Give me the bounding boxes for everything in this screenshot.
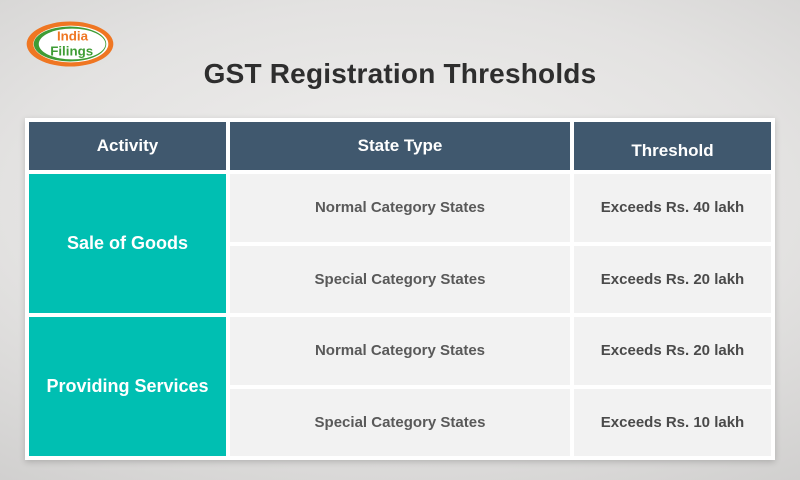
page-title: GST Registration Thresholds	[203, 58, 597, 89]
gst-thresholds-table: Activity State Type Threshold Sale of Go…	[25, 118, 775, 460]
activity-cell-providing-services: Providing Services	[29, 317, 226, 456]
header-activity: Activity	[29, 122, 226, 170]
threshold-cell: Exceeds Rs. 20 lakh	[574, 245, 771, 313]
threshold-cell: Exceeds Rs. 20 lakh	[574, 317, 771, 385]
activity-cell-sale-of-goods: Sale of Goods	[29, 174, 226, 313]
indiafilings-logo: India Filings	[20, 16, 120, 72]
state-type-cell: Special Category States	[230, 388, 570, 456]
state-type-cell: Normal Category States	[230, 317, 570, 385]
logo-text-india: India	[57, 29, 89, 44]
state-type-cell: Normal Category States	[230, 174, 570, 242]
threshold-cell: Exceeds Rs. 40 lakh	[574, 174, 771, 242]
logo-text-filings: Filings	[50, 44, 93, 59]
state-type-cell: Special Category States	[230, 245, 570, 313]
indiafilings-logo-icon: India Filings	[26, 21, 114, 67]
threshold-cell: Exceeds Rs. 10 lakh	[574, 388, 771, 456]
header-state-type: State Type	[230, 122, 570, 170]
header-threshold: Threshold	[574, 122, 771, 170]
